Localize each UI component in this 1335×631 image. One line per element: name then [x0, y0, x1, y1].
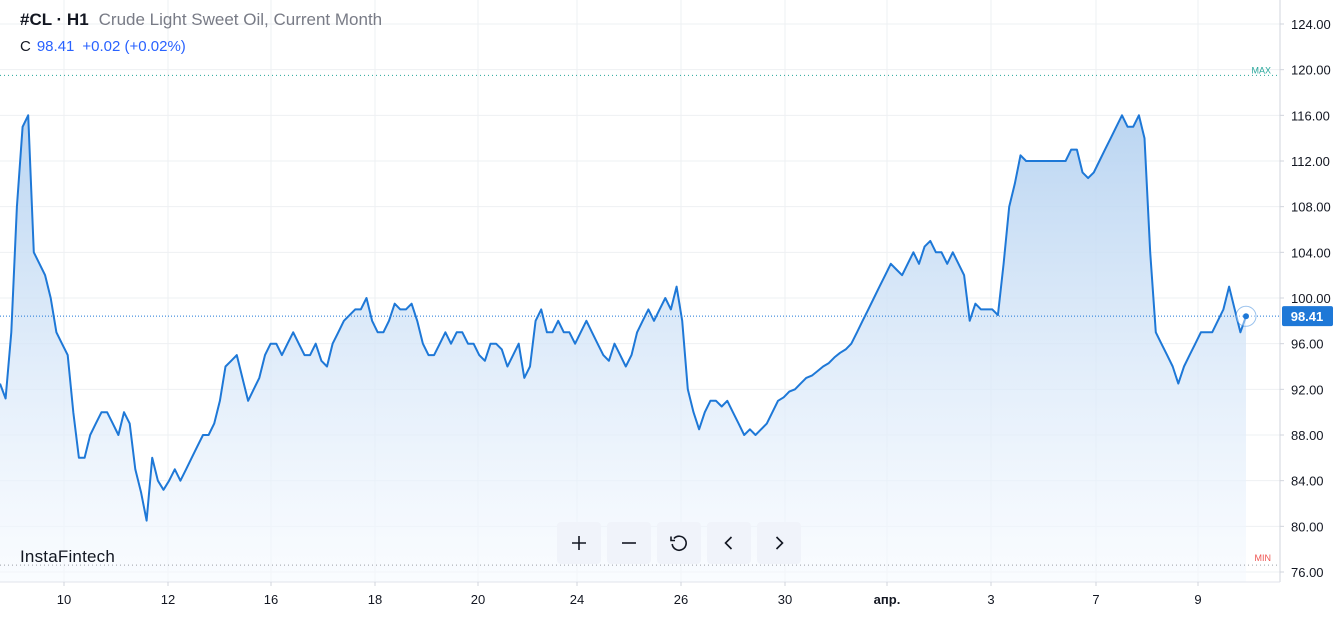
- y-tick-label: 104.00: [1291, 245, 1331, 260]
- max-label: MAX: [1251, 65, 1271, 75]
- quote-row: C 98.41 +0.02 (+0.02%): [20, 38, 382, 55]
- y-tick-label: 76.00: [1291, 565, 1324, 580]
- title-row: #CL · H1 Crude Light Sweet Oil, Current M…: [20, 10, 382, 30]
- y-tick-label: 100.00: [1291, 291, 1331, 306]
- last-point-dot: [1243, 313, 1249, 320]
- y-tick-label: 84.00: [1291, 474, 1324, 489]
- y-tick-label: 80.00: [1291, 519, 1324, 534]
- instrument-description: Crude Light Sweet Oil, Current Month: [98, 10, 383, 29]
- reference-lines: MAX MIN: [0, 65, 1280, 566]
- y-tick-label: 124.00: [1291, 17, 1331, 32]
- close-value: 98.41: [36, 38, 75, 55]
- area-fill: [0, 115, 1246, 583]
- series-area: [0, 115, 1246, 583]
- brand-watermark: InstaFintech: [20, 547, 116, 566]
- plus-icon: [572, 536, 586, 550]
- last-price-tag-label: 98.41: [1291, 309, 1324, 324]
- last-price-tag: [1282, 306, 1333, 327]
- x-tick-label: 3: [987, 592, 994, 607]
- y-tick-label: 116.00: [1291, 108, 1330, 123]
- reset-icon: [670, 535, 687, 552]
- y-tick-label: 112.00: [1291, 154, 1330, 169]
- series-line-path: [0, 114, 1247, 522]
- x-tick-label: 7: [1092, 592, 1099, 607]
- x-tick-label: 24: [570, 592, 584, 607]
- y-tick-label: 96.00: [1291, 337, 1324, 352]
- chart-toolbar: [557, 522, 801, 564]
- price-change: +0.02 (+0.02%): [82, 38, 186, 55]
- x-tick-label: 20: [471, 592, 485, 607]
- y-tick-label: 120.00: [1291, 63, 1331, 78]
- close-label: C: [20, 38, 31, 55]
- x-axis: 10 12 16 18 20 24 26 30 апр. 3 7 9: [57, 582, 1202, 607]
- last-price-marker: 98.41: [1235, 305, 1333, 327]
- minus-icon: [622, 542, 636, 544]
- x-tick-label: 30: [778, 592, 792, 607]
- y-tick-label: 88.00: [1291, 428, 1324, 443]
- x-tick-label: 18: [368, 592, 382, 607]
- x-tick-label: 16: [264, 592, 278, 607]
- y-tick-label: 108.00: [1291, 200, 1331, 215]
- zoom-in-button[interactable]: [557, 522, 601, 564]
- y-axis: 124.00 120.00 116.00 112.00 108.00 104.00 100.…: [1280, 17, 1331, 580]
- x-tick-label: 26: [674, 592, 688, 607]
- min-label: MIN: [1255, 553, 1272, 563]
- x-tick-label: 10: [57, 592, 71, 607]
- chart-header: #CL · H1 Crude Light Sweet Oil, Current M…: [20, 10, 382, 55]
- symbol-label[interactable]: #CL · H1: [20, 10, 89, 29]
- series-line: [0, 114, 1247, 522]
- zoom-out-button[interactable]: [607, 522, 651, 564]
- scroll-right-button[interactable]: [757, 522, 801, 564]
- y-tick-label: 92.00: [1291, 382, 1324, 397]
- x-tick-label: 9: [1194, 592, 1201, 607]
- x-tick-label: апр.: [874, 592, 901, 607]
- chevron-right-icon: [775, 536, 784, 550]
- scroll-left-button[interactable]: [707, 522, 751, 564]
- chevron-left-icon: [724, 536, 733, 550]
- x-tick-label: 12: [161, 592, 175, 607]
- reset-button[interactable]: [657, 522, 701, 564]
